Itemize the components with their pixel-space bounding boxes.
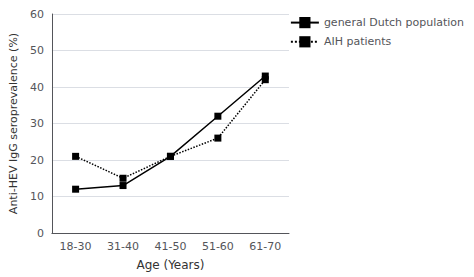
- svg-text:41-50: 41-50: [154, 240, 186, 253]
- svg-text:50: 50: [30, 44, 44, 57]
- svg-text:31-40: 31-40: [107, 240, 139, 253]
- svg-text:20: 20: [30, 154, 44, 167]
- svg-text:Anti-HEV IgG seroprevalence (%: Anti-HEV IgG seroprevalence (%): [7, 33, 20, 214]
- svg-text:AIH patients: AIH patients: [324, 35, 392, 48]
- svg-text:30: 30: [30, 117, 44, 130]
- svg-text:0: 0: [37, 227, 44, 240]
- svg-text:18-30: 18-30: [60, 240, 92, 253]
- svg-text:51-60: 51-60: [202, 240, 234, 253]
- svg-text:40: 40: [30, 81, 44, 94]
- svg-text:general Dutch population: general Dutch population: [324, 16, 464, 29]
- svg-text:Age (Years): Age (Years): [136, 258, 204, 272]
- svg-text:10: 10: [30, 190, 44, 203]
- svg-text:60: 60: [30, 8, 44, 21]
- svg-text:61-70: 61-70: [249, 240, 281, 253]
